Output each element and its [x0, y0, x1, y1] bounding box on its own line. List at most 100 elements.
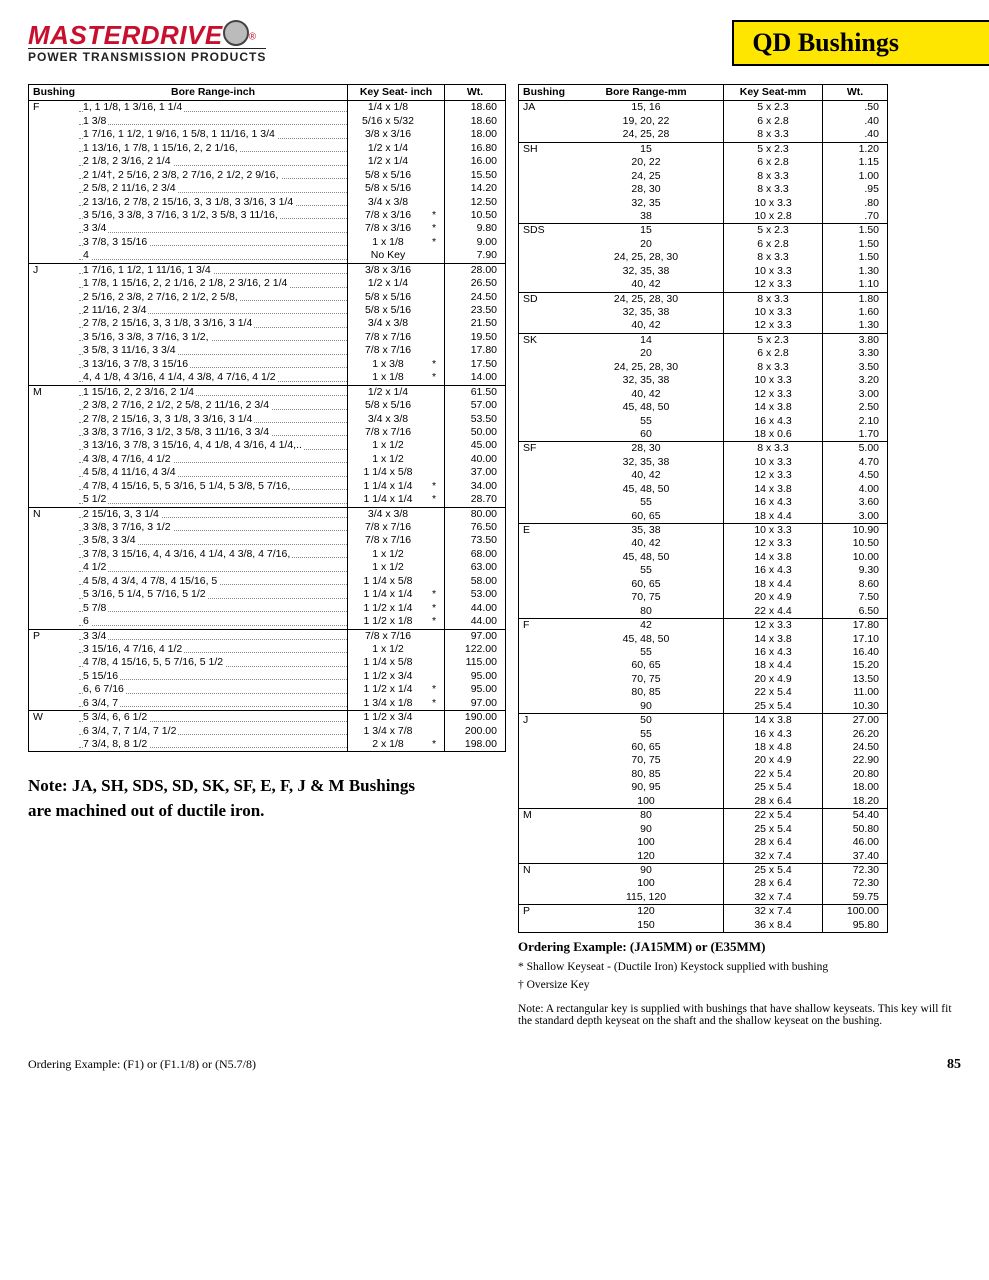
bushing-cell: [519, 728, 570, 741]
bore-cell: 40, 42: [569, 537, 724, 550]
bushing-cell: [29, 656, 80, 669]
table-row: 1 7/16, 1 1/2, 1 9/16, 1 5/8, 1 11/16, 1…: [29, 128, 506, 141]
table-row: 60, 6518 x 4.824.50: [519, 741, 888, 754]
key-note: [428, 439, 445, 452]
bore-cell: 20: [569, 347, 724, 360]
key-cell: 1 1/2 x 1/8: [348, 615, 429, 629]
wt-cell: 50.00: [445, 426, 506, 439]
key-cell: 5/8 x 5/16: [348, 304, 429, 317]
wt-cell: 9.30: [823, 564, 888, 577]
key-cell: 1 1/4 x 5/8: [348, 575, 429, 588]
table-row: 45, 48, 5014 x 3.817.10: [519, 633, 888, 646]
wt-cell: 9.00: [445, 236, 506, 249]
key-cell: 25 x 5.4: [724, 863, 823, 877]
page-number: 85: [947, 1057, 961, 1073]
bore-cell: 24, 25, 28: [569, 128, 724, 142]
key-cell: 1 x 1/2: [348, 548, 429, 561]
key-cell: 10 x 3.3: [724, 456, 823, 469]
key-cell: 25 x 5.4: [724, 823, 823, 836]
wt-cell: 15.50: [445, 169, 506, 182]
table-row: 70, 7520 x 4.922.90: [519, 754, 888, 767]
wt-cell: 7.90: [445, 249, 506, 263]
wt-cell: 17.80: [445, 344, 506, 357]
key-cell: 7/8 x 7/16: [348, 426, 429, 439]
bore-cell: 2 5/8, 2 11/16, 2 3/4: [79, 182, 348, 195]
key-cell: 1 x 3/8: [348, 358, 429, 371]
bore-cell: 100: [569, 877, 724, 890]
key-cell: 1 1/4 x 5/8: [348, 466, 429, 479]
key-cell: 1 1/4 x 5/8: [348, 656, 429, 669]
table-row: 6 3/4, 71 3/4 x 1/8*97.00: [29, 697, 506, 711]
table-row: SD24, 25, 28, 308 x 3.31.80: [519, 292, 888, 306]
bore-cell: 60, 65: [569, 510, 724, 524]
bore-cell: 3 3/8, 3 7/16, 3 1/2, 3 5/8, 3 11/16, 3 …: [79, 426, 348, 439]
footnote-oversize: † Oversize Key: [518, 979, 958, 991]
bushing-cell: F: [29, 101, 80, 115]
key-cell: 2 x 1/8: [348, 738, 429, 752]
bore-cell: 28, 30: [569, 442, 724, 456]
table-row: 70, 7520 x 4.97.50: [519, 591, 888, 604]
bushing-cell: [519, 388, 570, 401]
wt-cell: 58.00: [445, 575, 506, 588]
bore-cell: 38: [569, 210, 724, 224]
bore-cell: 40, 42: [569, 469, 724, 482]
table-row: 206 x 2.81.50: [519, 238, 888, 251]
wt-cell: 2.10: [823, 415, 888, 428]
wt-cell: 37.00: [445, 466, 506, 479]
bore-cell: 55: [569, 728, 724, 741]
bore-cell: 20: [569, 238, 724, 251]
col-key: Key Seat- inch: [348, 85, 445, 101]
bore-cell: 2 1/4†, 2 5/16, 2 3/8, 2 7/16, 2 1/2, 2 …: [79, 169, 348, 182]
bore-cell: 70, 75: [569, 591, 724, 604]
bushing-cell: M: [519, 809, 570, 823]
bushing-cell: [519, 823, 570, 836]
key-note: [428, 344, 445, 357]
table-row: 3 3/8, 3 7/16, 3 1/27/8 x 7/1676.50: [29, 521, 506, 534]
wt-cell: 200.00: [445, 725, 506, 738]
key-cell: 32 x 7.4: [724, 891, 823, 905]
key-cell: 12 x 3.3: [724, 278, 823, 292]
wt-cell: 61.50: [445, 385, 506, 399]
bore-cell: 32, 35, 38: [569, 306, 724, 319]
wt-cell: 1.15: [823, 156, 888, 169]
bore-cell: 5 7/8: [79, 602, 348, 615]
table-row: 206 x 2.83.30: [519, 347, 888, 360]
bore-cell: 55: [569, 564, 724, 577]
bushing-cell: [519, 210, 570, 224]
bore-cell: 15: [569, 142, 724, 156]
table-row: 7 3/4, 8, 8 1/22 x 1/8*198.00: [29, 738, 506, 752]
bore-cell: 2 5/16, 2 3/8, 2 7/16, 2 1/2, 2 5/8,: [79, 291, 348, 304]
wt-cell: 72.30: [823, 863, 888, 877]
wt-cell: 19.50: [445, 331, 506, 344]
wt-cell: 68.00: [445, 548, 506, 561]
col-wt: Wt.: [445, 85, 506, 101]
key-cell: 3/4 x 3/8: [348, 196, 429, 209]
bushing-cell: [29, 358, 80, 371]
table-row: W5 3/4, 6, 6 1/21 1/2 x 3/4190.00: [29, 711, 506, 725]
bushing-cell: [519, 428, 570, 442]
bushing-cell: [29, 155, 80, 168]
key-cell: 32 x 7.4: [724, 905, 823, 919]
table-row: 3 13/16, 3 7/8, 3 15/16, 4, 4 1/8, 4 3/1…: [29, 439, 506, 452]
bore-cell: 19, 20, 22: [569, 115, 724, 128]
table-row: 10028 x 6.418.20: [519, 795, 888, 809]
wt-cell: 95.00: [445, 670, 506, 683]
table-row: F4212 x 3.317.80: [519, 619, 888, 633]
bore-cell: 1 15/16, 2, 2 3/16, 2 1/4: [79, 385, 348, 399]
bushing-cell: [519, 768, 570, 781]
bore-cell: 40, 42: [569, 278, 724, 292]
key-cell: 3/8 x 3/16: [348, 263, 429, 277]
key-note: *: [428, 480, 445, 493]
key-cell: 1 x 1/8: [348, 371, 429, 385]
bore-cell: 3 5/16, 3 3/8, 3 7/16, 3 1/2,: [79, 331, 348, 344]
key-cell: 10 x 3.3: [724, 524, 823, 538]
bore-cell: 2 7/8, 2 15/16, 3, 3 1/8, 3 3/16, 3 1/4: [79, 317, 348, 330]
wt-cell: 10.30: [823, 700, 888, 714]
key-cell: 5/8 x 5/16: [348, 169, 429, 182]
wt-cell: 57.00: [445, 399, 506, 412]
bore-cell: 70, 75: [569, 754, 724, 767]
key-cell: 22 x 5.4: [724, 768, 823, 781]
bushing-cell: [29, 371, 80, 385]
bore-cell: 5 15/16: [79, 670, 348, 683]
wt-cell: 100.00: [823, 905, 888, 919]
